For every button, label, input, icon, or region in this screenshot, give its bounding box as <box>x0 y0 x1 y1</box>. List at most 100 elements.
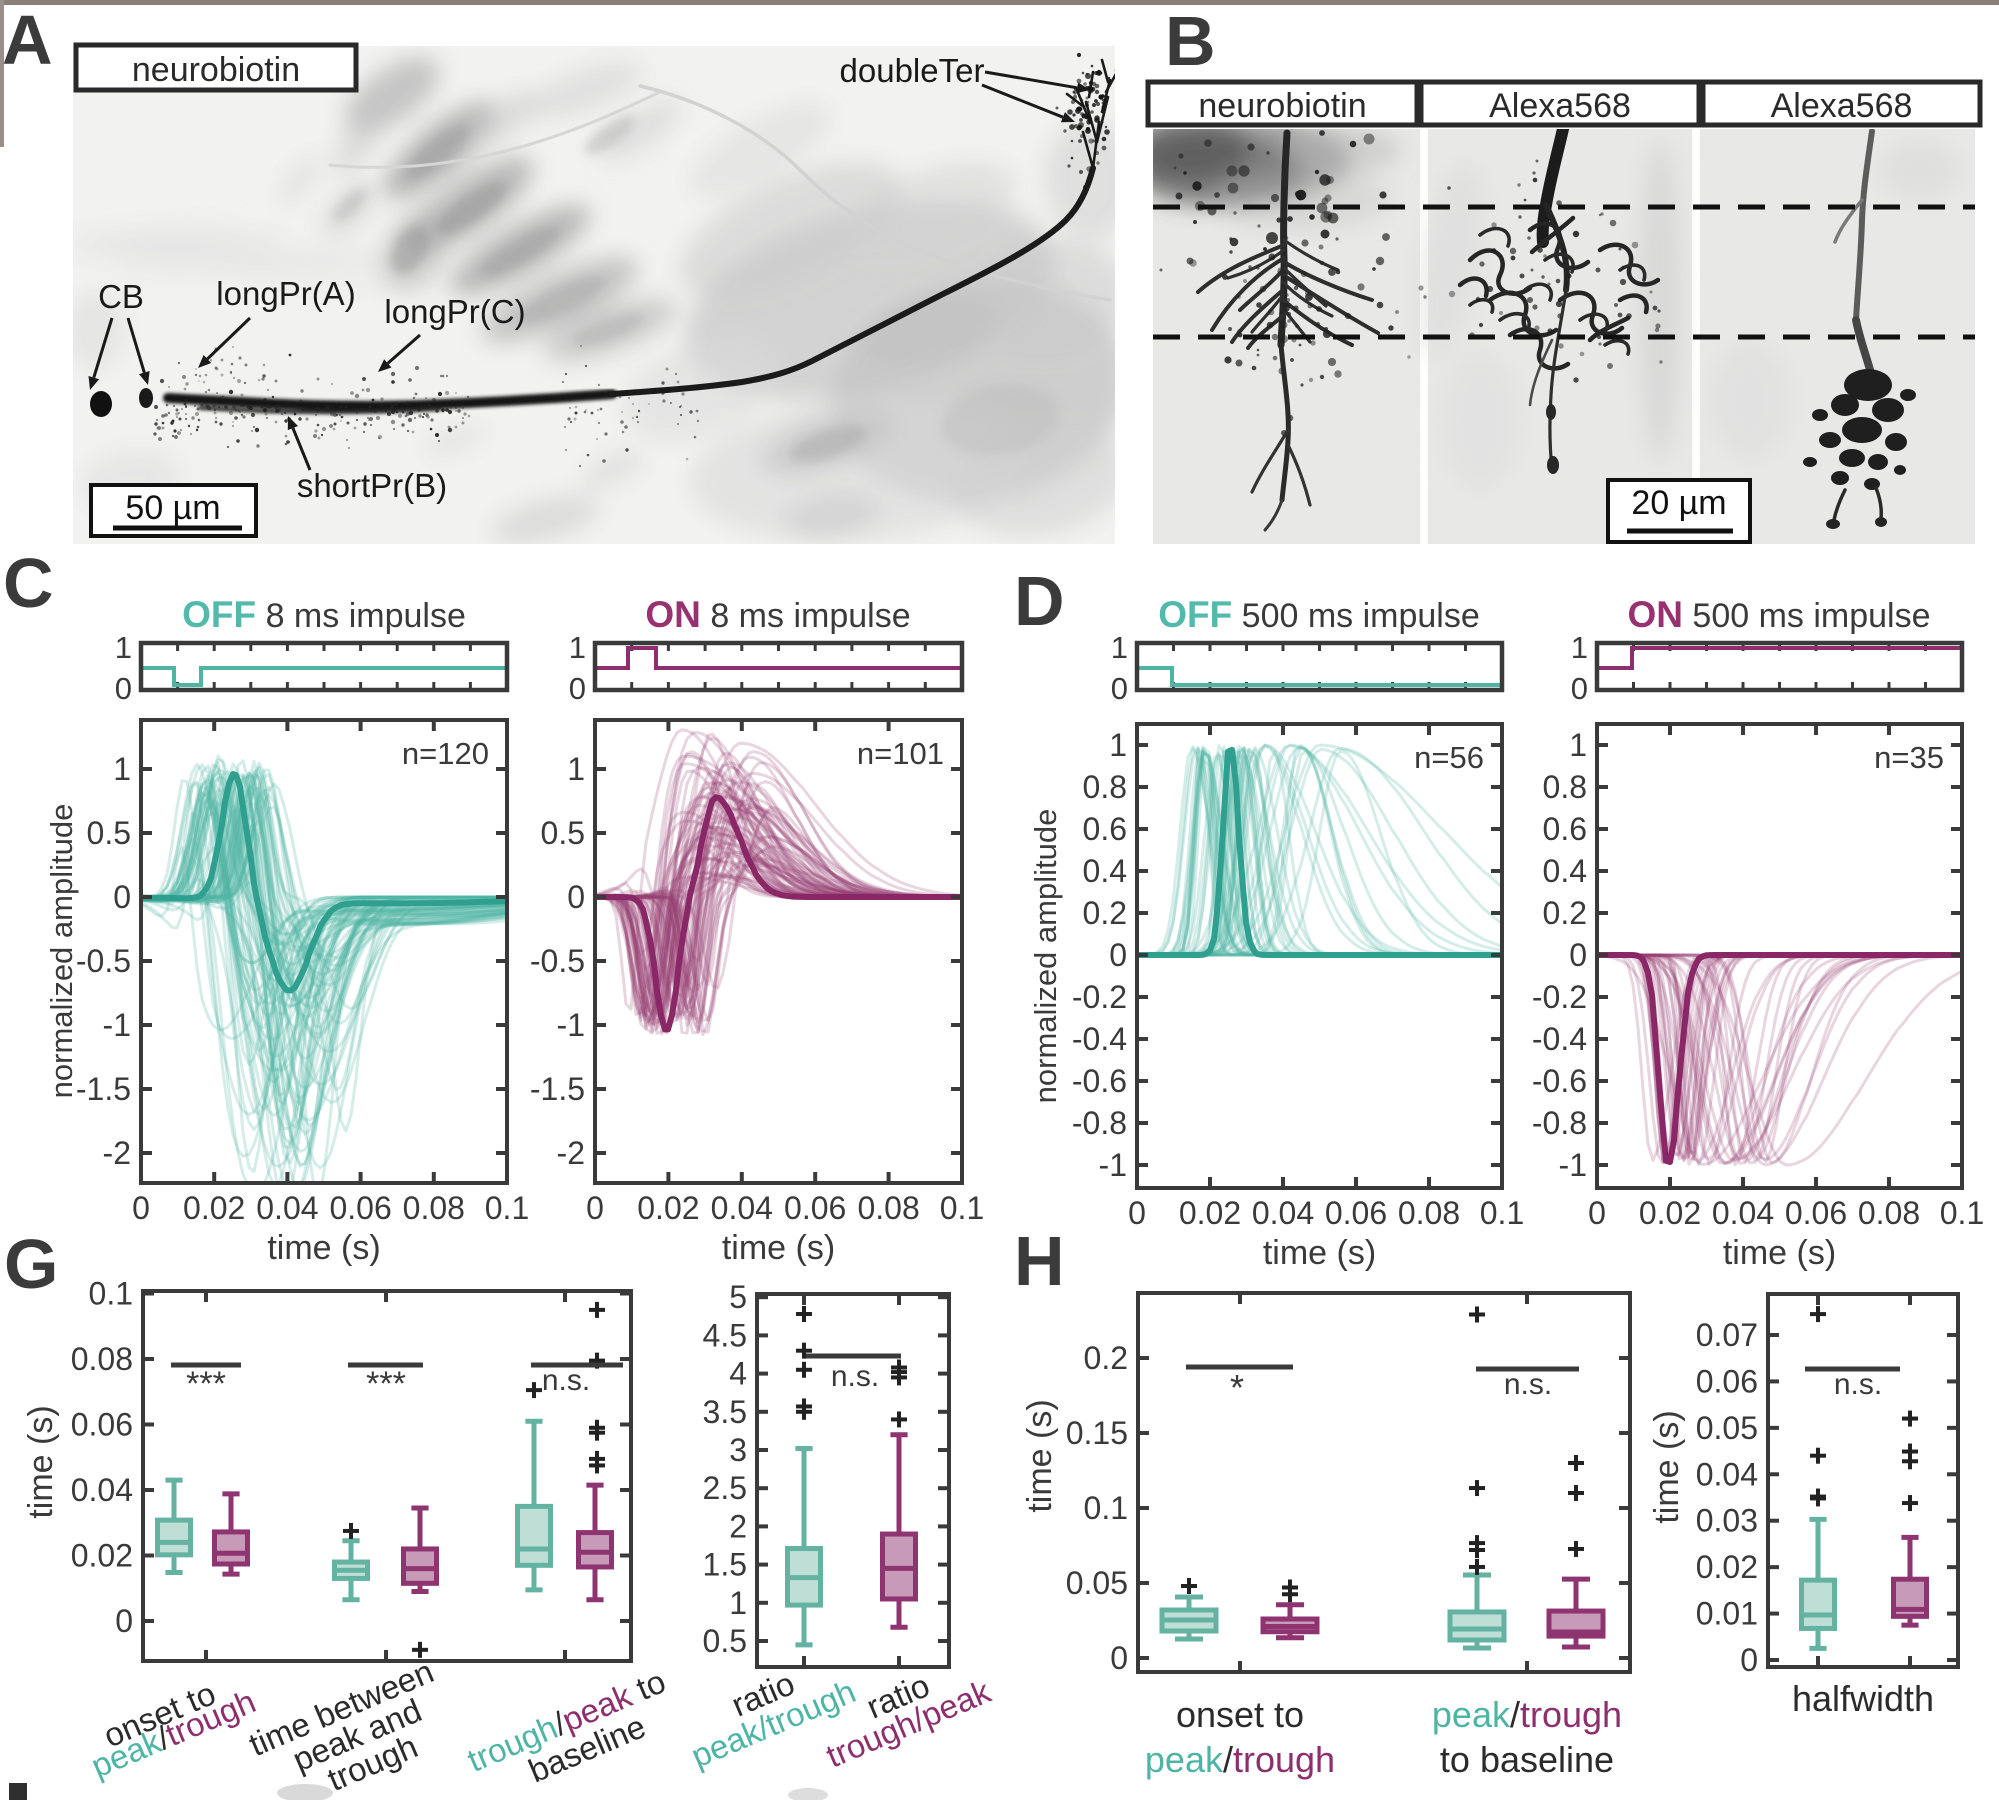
svg-text:0.03: 0.03 <box>1696 1503 1758 1539</box>
svg-text:0.06: 0.06 <box>1785 1195 1847 1231</box>
svg-text:0.05: 0.05 <box>1066 1565 1128 1601</box>
svg-text:5: 5 <box>729 1279 747 1315</box>
svg-text:1: 1 <box>115 630 132 665</box>
svg-text:0.1: 0.1 <box>1084 1490 1128 1526</box>
svg-text:0.02: 0.02 <box>1179 1195 1241 1231</box>
svg-text:0.1: 0.1 <box>1940 1195 1984 1231</box>
svg-text:-0.8: -0.8 <box>1072 1105 1127 1141</box>
svg-text:1: 1 <box>1571 630 1588 665</box>
svg-text:0: 0 <box>115 1603 133 1639</box>
svg-text:G: G <box>4 1225 58 1303</box>
svg-text:n.s.: n.s. <box>1504 1368 1552 1401</box>
svg-text:0: 0 <box>1740 1642 1758 1678</box>
svg-text:2: 2 <box>729 1508 747 1544</box>
svg-text:0: 0 <box>113 879 131 915</box>
svg-text:50 µm: 50 µm <box>125 489 220 527</box>
svg-text:-1: -1 <box>1099 1147 1127 1183</box>
svg-text:3.5: 3.5 <box>703 1394 747 1430</box>
svg-text:peak/trough: peak/trough <box>1145 1739 1335 1780</box>
svg-text:-1.5: -1.5 <box>530 1071 585 1107</box>
svg-text:20 µm: 20 µm <box>1631 484 1726 522</box>
svg-text:0.06: 0.06 <box>329 1190 391 1226</box>
svg-text:***: *** <box>366 1365 406 1403</box>
svg-text:*: * <box>1230 1367 1244 1408</box>
svg-text:-0.8: -0.8 <box>1532 1105 1587 1141</box>
svg-text:time (s): time (s) <box>1648 1410 1686 1523</box>
svg-text:0.2: 0.2 <box>1543 895 1587 931</box>
svg-text:0.02: 0.02 <box>1639 1195 1701 1231</box>
svg-text:0: 0 <box>1111 671 1128 706</box>
svg-text:CB: CB <box>98 278 144 315</box>
svg-text:0.06: 0.06 <box>784 1190 846 1226</box>
svg-text:longPr(C): longPr(C) <box>384 293 525 330</box>
svg-text:0: 0 <box>586 1190 604 1226</box>
svg-text:0.6: 0.6 <box>1543 811 1587 847</box>
svg-text:time (s): time (s) <box>1021 1399 1059 1512</box>
svg-text:0.5: 0.5 <box>87 815 131 851</box>
svg-text:n=101: n=101 <box>857 736 944 771</box>
svg-text:0.5: 0.5 <box>703 1623 747 1659</box>
svg-text:0.1: 0.1 <box>1480 1195 1524 1231</box>
svg-text:1: 1 <box>1109 727 1127 763</box>
svg-text:time (s): time (s) <box>1723 1234 1836 1272</box>
svg-text:2.5: 2.5 <box>703 1470 747 1506</box>
svg-text:0: 0 <box>1128 1195 1146 1231</box>
svg-text:n.s.: n.s. <box>1834 1368 1882 1401</box>
svg-text:n.s.: n.s. <box>542 1364 590 1397</box>
svg-text:0: 0 <box>132 1190 150 1226</box>
svg-text:0.02: 0.02 <box>71 1538 133 1574</box>
svg-text:0.4: 0.4 <box>1083 853 1127 889</box>
svg-text:-2: -2 <box>557 1135 585 1171</box>
svg-text:1: 1 <box>1569 727 1587 763</box>
svg-text:time (s): time (s) <box>267 1229 380 1267</box>
svg-text:0.04: 0.04 <box>71 1472 133 1508</box>
svg-text:normalized amplitude: normalized amplitude <box>44 804 79 1099</box>
svg-text:0.08: 0.08 <box>1398 1195 1460 1231</box>
svg-text:1: 1 <box>729 1585 747 1621</box>
svg-text:OFF 8 ms impulse: OFF 8 ms impulse <box>182 594 466 635</box>
svg-text:0.01: 0.01 <box>1696 1596 1758 1632</box>
svg-text:0.08: 0.08 <box>1858 1195 1920 1231</box>
svg-text:Alexa568: Alexa568 <box>1489 87 1631 125</box>
svg-text:neurobiotin: neurobiotin <box>132 51 300 89</box>
svg-text:time (s): time (s) <box>1263 1234 1376 1272</box>
svg-text:3: 3 <box>729 1432 747 1468</box>
svg-text:n=56: n=56 <box>1414 740 1484 775</box>
svg-text:0.02: 0.02 <box>1696 1549 1758 1585</box>
svg-text:-1: -1 <box>557 1007 585 1043</box>
svg-text:-0.6: -0.6 <box>1532 1063 1587 1099</box>
svg-text:ON 8 ms impulse: ON 8 ms impulse <box>645 594 910 635</box>
svg-text:0.06: 0.06 <box>1325 1195 1387 1231</box>
svg-text:C: C <box>3 544 54 622</box>
svg-text:0.06: 0.06 <box>1696 1363 1758 1399</box>
svg-text:H: H <box>1014 1222 1065 1300</box>
svg-text:4: 4 <box>729 1356 747 1392</box>
svg-text:0: 0 <box>567 879 585 915</box>
svg-text:-0.4: -0.4 <box>1532 1021 1587 1057</box>
svg-text:0.1: 0.1 <box>89 1276 133 1312</box>
svg-text:0: 0 <box>1109 937 1127 973</box>
svg-text:n.s.: n.s. <box>831 1360 879 1393</box>
svg-text:0.8: 0.8 <box>1543 769 1587 805</box>
svg-text:-0.5: -0.5 <box>76 943 131 979</box>
svg-text:time (s): time (s) <box>722 1229 835 1267</box>
svg-text:D: D <box>1014 562 1065 640</box>
svg-text:0.04: 0.04 <box>1252 1195 1314 1231</box>
svg-text:0: 0 <box>115 671 132 706</box>
svg-text:ON 500 ms impulse: ON 500 ms impulse <box>1627 594 1930 635</box>
svg-text:to baseline: to baseline <box>1440 1739 1614 1780</box>
svg-text:1: 1 <box>1111 630 1128 665</box>
svg-text:***: *** <box>186 1365 226 1403</box>
svg-text:A: A <box>2 1 53 79</box>
svg-text:-0.2: -0.2 <box>1532 979 1587 1015</box>
svg-text:0: 0 <box>1571 671 1588 706</box>
svg-text:-0.5: -0.5 <box>530 943 585 979</box>
svg-text:1: 1 <box>567 751 585 787</box>
svg-text:-0.4: -0.4 <box>1072 1021 1127 1057</box>
svg-text:onset to: onset to <box>1176 1694 1304 1735</box>
svg-text:0.04: 0.04 <box>256 1190 318 1226</box>
svg-text:0.8: 0.8 <box>1083 769 1127 805</box>
svg-text:-0.6: -0.6 <box>1072 1063 1127 1099</box>
svg-text:shortPr(B): shortPr(B) <box>297 467 447 504</box>
svg-text:0.08: 0.08 <box>403 1190 465 1226</box>
